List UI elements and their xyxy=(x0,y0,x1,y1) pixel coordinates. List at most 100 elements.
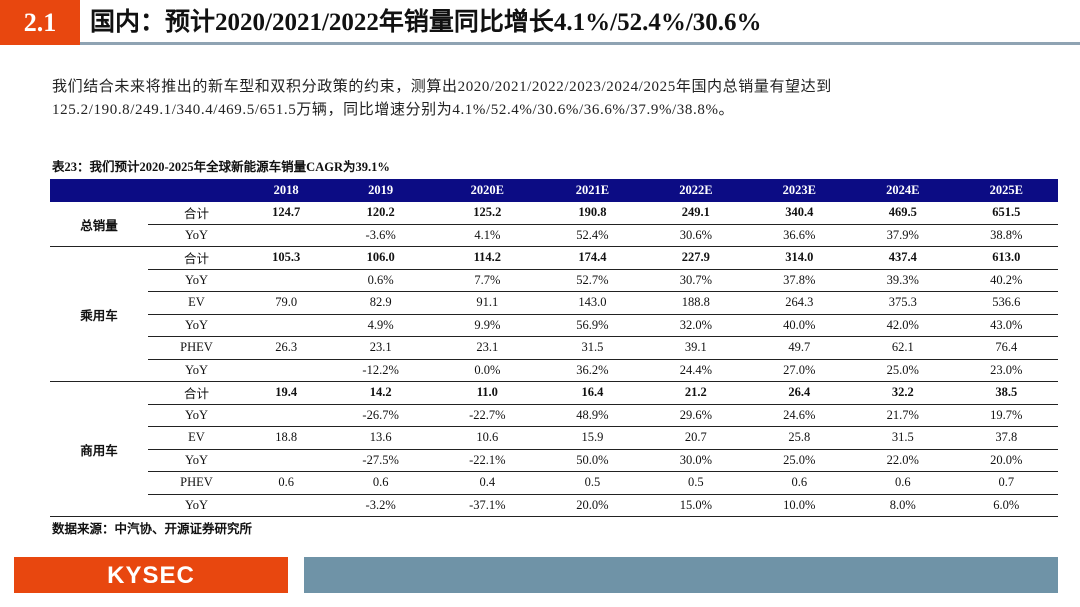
table-cell: 174.4 xyxy=(540,246,645,270)
table-cell: 188.8 xyxy=(644,291,748,315)
table-cell: 76.4 xyxy=(954,336,1058,360)
title-divider xyxy=(80,42,1080,45)
table-cell: 0.5 xyxy=(644,471,748,495)
table-row: 总销量 合计 124.7 120.2 125.2 190.8 249.1 340.4 469.5… xyxy=(50,202,1058,247)
table-cell: 50.0% xyxy=(540,449,645,472)
table-cell: 7.7% xyxy=(434,269,541,292)
table-cell: 24.4% xyxy=(644,359,748,382)
table-cell: 0.6 xyxy=(327,471,434,495)
column-header: 2018 xyxy=(245,179,328,202)
table-row: PHEV 26.3 23.1 23.1 31.5 39.1 49.7 62.1 76.4 xyxy=(50,336,1058,360)
body-paragraph: 我们结合未来将推出的新车型和双积分政策的约束，测算出2020/2021/2022… xyxy=(52,79,832,118)
table-cell: 29.6% xyxy=(644,404,748,427)
table-row: YoY -12.2% 0.0% 36.2% 24.4% 27.0% 25.0% 23.0% xyxy=(50,359,1058,382)
table-cell xyxy=(245,404,328,427)
row-label: YoY xyxy=(148,404,245,427)
table-cell: 30.7% xyxy=(644,269,748,292)
table-cell: 56.9% xyxy=(540,314,645,337)
row-label: YoY xyxy=(148,359,245,382)
table-cell: 15.9 xyxy=(540,426,645,450)
column-header: 2022E xyxy=(644,179,748,202)
table-cell: 52.7% xyxy=(540,269,645,292)
row-label: YoY xyxy=(148,314,245,337)
table-row: YoY 4.9% 9.9% 56.9% 32.0% 40.0% 42.0% 43.0% xyxy=(50,314,1058,337)
table-cell xyxy=(245,269,328,292)
section-number: 2.1 xyxy=(0,0,80,45)
table-cell: 38.5 xyxy=(954,381,1058,405)
table-cell: 15.0% xyxy=(644,494,748,517)
table-cell xyxy=(245,314,328,337)
table-row: EV 18.8 13.6 10.6 15.9 20.7 25.8 31.5 37.8 xyxy=(50,426,1058,450)
table-cell: 120.2 xyxy=(327,202,434,225)
table-cell: 11.0 xyxy=(434,381,541,405)
table-cell: -37.1% xyxy=(434,494,541,517)
table-cell: 227.9 xyxy=(644,246,748,270)
table-cell: 21.2 xyxy=(644,381,748,405)
group-label: 总销量 xyxy=(50,202,148,247)
table-cell xyxy=(245,359,328,382)
table-cell: 437.4 xyxy=(851,246,955,270)
table-cell: 39.3% xyxy=(851,269,955,292)
table-cell: 48.9% xyxy=(540,404,645,427)
table-cell: 21.7% xyxy=(851,404,955,427)
group-label: 乘用车 xyxy=(50,246,148,382)
table-cell: 25.8 xyxy=(747,426,852,450)
table-cell: 340.4 xyxy=(747,202,852,225)
table-cell: 42.0% xyxy=(851,314,955,337)
header-blank xyxy=(50,179,245,202)
row-label: YoY xyxy=(148,269,245,292)
table-cell: 37.8% xyxy=(747,269,852,292)
table-row: YoY -27.5% -22.1% 50.0% 30.0% 25.0% 22.0% 20.0% xyxy=(50,449,1058,472)
table-cell: 0.5 xyxy=(540,471,645,495)
table-cell: 40.0% xyxy=(747,314,852,337)
row-label: EV xyxy=(148,291,245,315)
table-cell: 91.1 xyxy=(434,291,541,315)
table-row: YoY -26.7% -22.7% 48.9% 29.6% 24.6% 21.7% 19.7% xyxy=(50,404,1058,427)
slide-title: 国内：预计2020/2021/2022年销量同比增长4.1%/52.4%/30.… xyxy=(90,9,762,36)
table-cell: 26.4 xyxy=(747,381,852,405)
table-cell: 16.4 xyxy=(540,381,645,405)
table-row: YoY -3.6% 4.1% 52.4% 30.6% 36.6% 37.9% 38.8% xyxy=(50,224,1058,247)
table-caption: 表23：我们预计2020-2025年全球新能源车销量CAGR为39.1% xyxy=(52,160,390,174)
table-cell xyxy=(245,449,328,472)
table-header-row: 2018 2019 2020E 2021E 2022E 2023E 2024E 2025E xyxy=(50,179,1058,202)
row-label: EV xyxy=(148,426,245,450)
table-cell: 32.0% xyxy=(644,314,748,337)
table-cell: 4.9% xyxy=(327,314,434,337)
table-cell: 125.2 xyxy=(434,202,541,225)
table-cell: 10.6 xyxy=(434,426,541,450)
column-header: 2021E xyxy=(540,179,645,202)
table-row: 乘用车 合计 105.3 106.0 114.2 174.4 227.9 314.0 437.4… xyxy=(50,246,1058,382)
row-label: YoY xyxy=(148,494,245,517)
table-cell: 19.4 xyxy=(245,381,328,405)
table-cell: 20.0% xyxy=(954,449,1058,472)
table-cell: 36.6% xyxy=(747,224,852,247)
table-cell: 26.3 xyxy=(245,336,328,360)
table-cell: 0.0% xyxy=(434,359,541,382)
table-cell: 39.1 xyxy=(644,336,748,360)
table-cell: 37.8 xyxy=(954,426,1058,450)
table-cell: 314.0 xyxy=(747,246,852,270)
sales-table: 2018 2019 2020E 2021E 2022E 2023E 2024E 2025E 总… xyxy=(50,179,1058,517)
table-cell: 0.6% xyxy=(327,269,434,292)
table-cell: 20.7 xyxy=(644,426,748,450)
table-cell: 23.0% xyxy=(954,359,1058,382)
table-row: YoY -3.2% -37.1% 20.0% 15.0% 10.0% 8.0% 6.0% xyxy=(50,494,1058,517)
table-cell: 62.1 xyxy=(851,336,955,360)
table-cell: 0.6 xyxy=(747,471,852,495)
table-cell: 124.7 xyxy=(245,202,328,225)
footer-bar xyxy=(304,557,1058,593)
table-cell: 25.0% xyxy=(747,449,852,472)
table-cell: 613.0 xyxy=(954,246,1058,270)
table-cell: 4.1% xyxy=(434,224,541,247)
column-header: 2024E xyxy=(851,179,955,202)
column-header: 2019 xyxy=(327,179,434,202)
table-cell xyxy=(245,224,328,247)
table-cell: 25.0% xyxy=(851,359,955,382)
table-cell: 143.0 xyxy=(540,291,645,315)
table-row: PHEV 0.6 0.6 0.4 0.5 0.5 0.6 0.6 0.7 xyxy=(50,471,1058,495)
table-cell: -12.2% xyxy=(327,359,434,382)
group-label: 商用车 xyxy=(50,381,148,517)
table-cell xyxy=(245,494,328,517)
table-cell: 49.7 xyxy=(747,336,852,360)
